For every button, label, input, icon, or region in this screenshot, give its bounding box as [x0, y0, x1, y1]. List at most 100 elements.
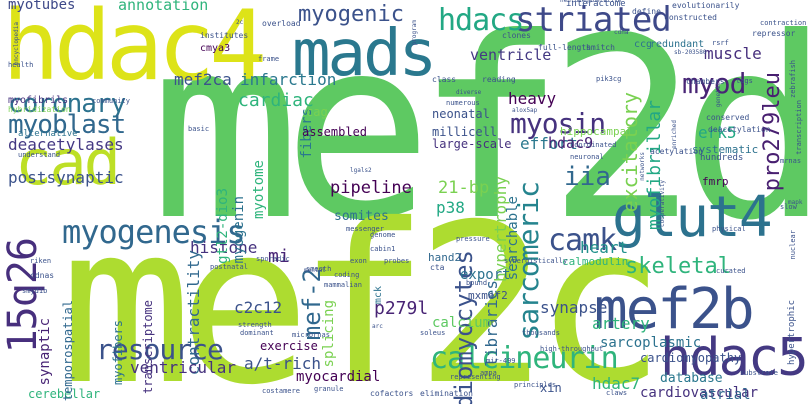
word-hippocampal: hippocampal: [560, 125, 633, 138]
word-interactome: interactome: [566, 0, 626, 9]
word-slow: slow: [780, 203, 797, 211]
word-conserved: conserved: [706, 113, 750, 122]
word-smitch: smitch: [586, 43, 615, 52]
word-assembled: assembled: [302, 125, 368, 139]
word-mck: mck: [373, 286, 384, 305]
word-mapk: mapk: [788, 199, 803, 206]
word-hypertrophic: hypertrophic: [787, 300, 797, 366]
word-representing: representing: [450, 373, 501, 381]
word-contractility: contractility: [184, 250, 203, 376]
word-large-scale: large-scale: [432, 137, 512, 151]
word-alternative: alternative: [18, 129, 78, 139]
word-mir-499: mir-499: [486, 357, 516, 365]
word-constructed: constructed: [664, 13, 717, 22]
word-genetic: genetic: [715, 82, 722, 108]
word-elimination: elimination: [420, 389, 473, 398]
word-claws: claws: [606, 389, 628, 397]
word-redundant: redundant: [650, 39, 705, 50]
word-physical: physical: [712, 225, 746, 233]
word-neurodegenerative: neurodegenerative: [560, 0, 622, 4]
word-acetylation: acetylation: [650, 147, 703, 156]
word-excitatory: excitatory: [618, 92, 642, 213]
word-myoblast: myoblast: [8, 110, 126, 140]
word-camk: camk: [548, 223, 617, 258]
word-overload: overload: [262, 19, 301, 28]
word-atrial: atrial: [700, 387, 751, 403]
word-calcium: calcium: [432, 315, 492, 331]
word-mammalian: mammalian: [324, 281, 362, 289]
word-postsynaptic: postsynaptic: [8, 168, 124, 187]
word-cardiac: cardiac: [238, 90, 314, 111]
word-xin: xin: [540, 381, 562, 395]
word-mef2ca: mef2ca: [174, 70, 232, 89]
word-mef2d: mef2d: [150, 0, 808, 275]
word-bound: bound: [466, 279, 488, 287]
word-nuclear: nuclear: [789, 230, 797, 260]
word-deacetylation: deacetylation: [708, 125, 771, 134]
word-soleus: soleus: [420, 329, 446, 337]
word-pressure: pressure: [456, 235, 490, 243]
word-cardiomyopathy: cardiomyopathy: [640, 351, 742, 365]
word-arc: arc: [372, 323, 383, 330]
word-define: define: [632, 7, 661, 16]
word-cta: cta: [430, 263, 445, 272]
word-myofibers: myofibers: [111, 320, 125, 386]
word-genome: genome: [370, 231, 396, 239]
word-high-throughput: high-throughput: [540, 345, 604, 353]
word-artery: artery: [592, 314, 650, 333]
word-myotubes: myotubes: [8, 0, 76, 13]
word-alox5ap: alox5ap: [512, 107, 538, 114]
word-sarcoplasmic: sarcoplasmic: [600, 335, 702, 351]
word-myofibrils: myofibrils: [8, 95, 69, 106]
word-chambers: chambers: [686, 77, 725, 86]
word-cardiovascular: cardiovascular: [640, 385, 759, 401]
word-infarction: infarction: [240, 70, 337, 89]
word-p279l: p279l: [374, 298, 429, 319]
word-institutes: institutes: [200, 31, 249, 40]
word-hand2: hand2: [428, 251, 462, 264]
word-neuronal: neuronal: [570, 153, 604, 161]
word-rsrf: rsrf: [712, 39, 729, 47]
word-synapse: synapse: [540, 298, 608, 317]
word-class: class: [432, 75, 457, 84]
word-temporospatial: temporospatial: [61, 300, 75, 402]
word-numerous: numerous: [446, 99, 480, 107]
word-riken: riken: [30, 257, 52, 265]
word-networks: networks: [639, 152, 646, 181]
word-hdac9: hdac9: [548, 134, 594, 152]
word-hdac4: hdac4: [2, 0, 267, 102]
word-principles: principles: [514, 381, 557, 389]
word-synergistically: synergistically: [504, 257, 568, 265]
word-smyd1b: smyd1b: [22, 287, 48, 295]
word-export: export: [460, 267, 511, 283]
word-frame: frame: [258, 55, 280, 63]
word-zebrafish: zebrafish: [789, 60, 797, 98]
word-coding: coding: [334, 271, 360, 279]
word-smooth: smooth: [306, 265, 332, 273]
word-resource: resource: [96, 333, 224, 366]
word-transcriptome: transcriptome: [141, 300, 155, 394]
word-p38: p38: [436, 198, 465, 217]
word-calmodulin: calmodulin: [562, 255, 629, 268]
word-21-bp: 21-bp: [438, 178, 490, 198]
word-mef2b: mef2b: [594, 277, 755, 342]
word-tags: tags: [736, 77, 753, 85]
word-cdnas: cdnas: [30, 271, 55, 280]
word-health: health: [8, 61, 34, 69]
word-exon: exon: [350, 257, 367, 265]
word-myogenic: myogenic: [298, 2, 404, 27]
word-probes: probes: [384, 257, 410, 265]
word-coronary: coronary: [8, 89, 126, 119]
word-full-length: full-length: [538, 43, 591, 52]
word-iia: iia: [564, 162, 611, 192]
word-cerebellar: cerebellar: [28, 387, 101, 401]
word-erk5: erk5: [698, 123, 737, 142]
word-hundreds: hundreds: [700, 153, 744, 163]
word-coordinated: coordinated: [570, 141, 617, 149]
word-hdac5: hdac5: [660, 328, 808, 388]
word-program: program: [411, 20, 418, 46]
word-cofactors: cofactors: [370, 389, 414, 398]
word-hdacs: hdacs: [438, 3, 524, 38]
word-gtl2-dio3: gtl2-dio3: [215, 188, 231, 264]
word-mef2c: mef2c: [60, 177, 666, 404]
